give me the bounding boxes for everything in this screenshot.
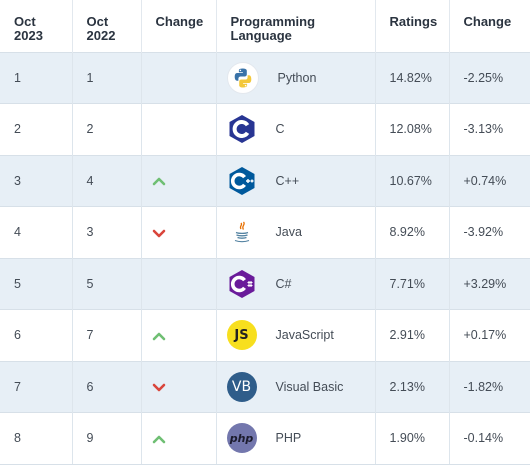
language-name[interactable]: Java (275, 225, 302, 240)
rank-2022: 5 (72, 257, 142, 310)
rating: 12.08% (375, 103, 450, 155)
rank-2023: 6 (0, 309, 73, 361)
trend-cell (141, 257, 217, 310)
language-name[interactable]: C++ (275, 173, 300, 188)
arrow-down-icon (152, 384, 165, 392)
arrow-down-icon (152, 229, 165, 238)
rank-2023: 2 (0, 103, 73, 155)
rating: 2.13% (375, 360, 450, 413)
rating: 14.82% (375, 51, 450, 104)
csharp-icon (227, 269, 257, 299)
table-row: 3 4 C++ 10.67% (0, 154, 530, 207)
table-row: 2 2 C 12.08% -3.13% (0, 103, 530, 155)
trend-cell (141, 412, 217, 465)
cpp-icon (227, 166, 257, 196)
rank-2023: 5 (0, 257, 73, 310)
table-row: 6 7 JS JavaScript 2.91% +0.17% (0, 309, 530, 361)
rank-2022: 4 (72, 154, 142, 207)
rating: 7.71% (375, 257, 450, 310)
c-icon (227, 114, 257, 144)
language-cell: C (216, 103, 376, 155)
table-row: 8 9 php PHP 1.90% -0.14% (0, 412, 530, 465)
table-row: 1 1 Python 14.82% -2.25% (0, 51, 530, 104)
language-cell: php PHP (216, 412, 376, 465)
php-icon: php (226, 423, 257, 454)
language-name[interactable]: JavaScript (275, 328, 334, 343)
rating: 10.67% (375, 154, 450, 207)
rank-2023: 1 (0, 51, 73, 104)
table-row: 7 6 VB Visual Basic 2.13% -1.82% (0, 360, 530, 413)
header-ratings[interactable]: Ratings (375, 0, 450, 52)
rating-change: -1.82% (449, 360, 530, 413)
rating-change: -3.13% (449, 103, 530, 155)
rating-change: +3.29% (449, 257, 530, 310)
rank-2023: 4 (0, 206, 73, 258)
language-cell: VB Visual Basic (216, 360, 376, 413)
language-name[interactable]: Python (277, 70, 317, 85)
trend-cell (141, 206, 217, 258)
rating-change: -3.92% (449, 206, 530, 258)
rating-change: -2.25% (449, 51, 530, 104)
table-row: 4 3 Java 8.92% -3.92% (0, 206, 530, 258)
header-row: Oct 2023 Oct 2022 Change Programming Langua… (0, 0, 530, 52)
header-programming-language[interactable]: Programming Language (216, 0, 376, 52)
rank-2023: 8 (0, 412, 73, 465)
javascript-icon: JS (226, 320, 257, 351)
rank-2022: 6 (72, 360, 142, 413)
java-icon (226, 217, 257, 248)
trend-cell (141, 154, 217, 207)
rank-2023: 3 (0, 154, 73, 207)
rating-change: -0.14% (449, 412, 530, 465)
rank-2022: 7 (72, 309, 142, 361)
visual-basic-icon: VB (226, 371, 257, 402)
table-row: 5 5 C# 7.71% +3.29% (0, 257, 530, 310)
rank-2022: 2 (72, 103, 142, 155)
header-change[interactable]: Change (141, 0, 217, 52)
language-name[interactable]: C# (275, 276, 292, 291)
language-name[interactable]: PHP (275, 431, 302, 446)
trend-cell (141, 309, 217, 361)
rank-2022: 1 (72, 51, 142, 104)
python-icon (226, 61, 259, 94)
rank-2023: 7 (0, 360, 73, 413)
rating: 1.90% (375, 412, 450, 465)
language-cell: C++ (216, 154, 376, 207)
arrow-up-icon (152, 178, 165, 186)
language-cell: JS JavaScript (216, 309, 376, 361)
arrow-up-icon (152, 332, 165, 341)
language-cell: Python (216, 51, 376, 104)
rating-change: +0.74% (449, 154, 530, 207)
header-ratings-change[interactable]: Change (463, 14, 512, 29)
rating: 2.91% (375, 309, 450, 361)
trend-cell (141, 51, 217, 104)
language-name[interactable]: Visual Basic (275, 379, 344, 394)
arrow-up-icon (152, 435, 165, 444)
language-name[interactable]: C (275, 122, 285, 137)
language-cell: C# (216, 257, 376, 310)
language-cell: Java (216, 206, 376, 258)
rating-change: +0.17% (449, 309, 530, 361)
rating: 8.92% (375, 206, 450, 258)
rank-2022: 9 (72, 412, 142, 465)
header-oct-2023[interactable]: Oct 2023 (0, 0, 73, 52)
trend-cell (141, 360, 217, 413)
rank-2022: 3 (72, 206, 142, 258)
trend-cell (141, 103, 217, 155)
header-oct-2022[interactable]: Oct 2022 (72, 0, 142, 52)
